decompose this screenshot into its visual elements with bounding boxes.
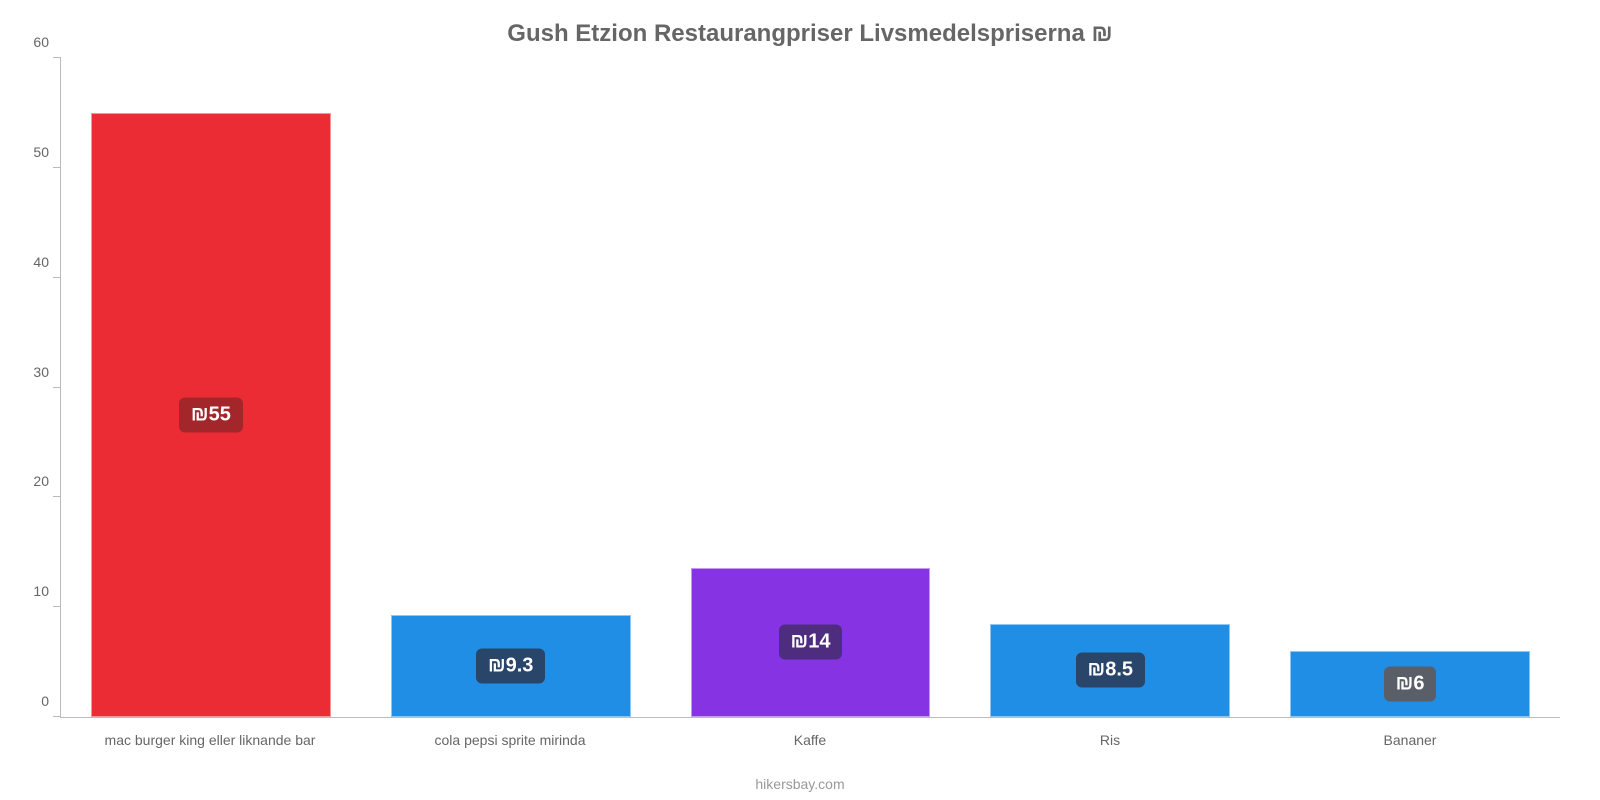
y-tick-label: 40: [33, 254, 61, 270]
y-tick-label: 30: [33, 364, 61, 380]
bar-slot: ₪55: [61, 58, 361, 717]
bar-value-badge: ₪14: [779, 625, 843, 660]
y-tick: [53, 606, 61, 607]
bar-value-badge: ₪6: [1384, 667, 1437, 702]
y-tick: [53, 277, 61, 278]
bar: ₪8.5: [990, 624, 1230, 717]
x-axis-label: Kaffe: [660, 732, 960, 748]
bar-value-badge: ₪9.3: [476, 648, 545, 683]
y-tick: [53, 57, 61, 58]
bar-slot: ₪6: [1260, 58, 1560, 717]
bar: ₪14: [691, 568, 931, 717]
bar: ₪9.3: [391, 615, 631, 717]
y-tick-label: 60: [33, 34, 61, 50]
y-tick: [53, 387, 61, 388]
x-axis-label: Ris: [960, 732, 1260, 748]
y-tick: [53, 716, 61, 717]
x-axis-label: cola pepsi sprite mirinda: [360, 732, 660, 748]
bar-value-badge: ₪55: [179, 397, 243, 432]
y-tick-label: 50: [33, 144, 61, 160]
y-tick-label: 10: [33, 583, 61, 599]
bars-row: ₪55 ₪9.3 ₪14 ₪8.5 ₪6: [61, 58, 1560, 717]
y-tick: [53, 167, 61, 168]
y-tick-label: 20: [33, 473, 61, 489]
chart-title: Gush Etzion Restaurangpriser Livsmedelsp…: [60, 20, 1560, 48]
bar-value-badge: ₪8.5: [1076, 653, 1145, 688]
price-bar-chart: Gush Etzion Restaurangpriser Livsmedelsp…: [0, 0, 1600, 800]
bar-slot: ₪9.3: [361, 58, 661, 717]
bar-slot: ₪8.5: [960, 58, 1260, 717]
x-axis-labels: mac burger king eller liknande barcola p…: [60, 732, 1560, 748]
y-tick: [53, 496, 61, 497]
bar: ₪55: [91, 113, 331, 717]
attribution-text: hikersbay.com: [0, 776, 1600, 792]
x-axis-label: mac burger king eller liknande bar: [60, 732, 360, 748]
plot-area: 0102030405060 ₪55₪9.3₪14₪8.5₪6: [60, 58, 1560, 718]
bar-slot: ₪14: [661, 58, 961, 717]
y-tick-label: 0: [41, 693, 61, 709]
x-axis-label: Bananer: [1260, 732, 1560, 748]
bar: ₪6: [1290, 651, 1530, 717]
